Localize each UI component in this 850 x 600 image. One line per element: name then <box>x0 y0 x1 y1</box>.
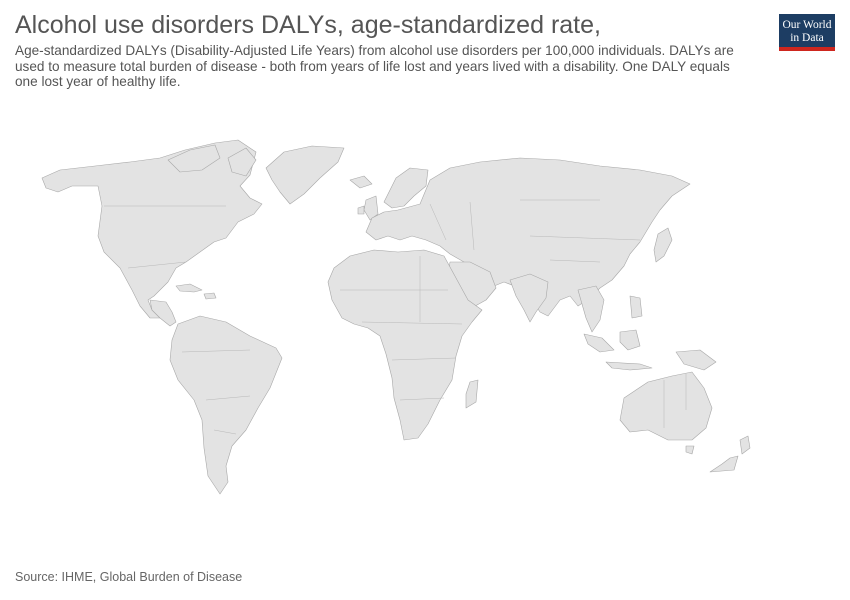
australia-shape[interactable] <box>619 371 713 441</box>
scandinavia-shape[interactable] <box>383 167 429 209</box>
north-america-shape[interactable] <box>41 139 263 319</box>
logo-stripe <box>779 47 835 51</box>
new-guinea-shape[interactable] <box>675 349 717 371</box>
tasmania-shape[interactable] <box>685 445 695 455</box>
madagascar-shape[interactable] <box>465 379 479 409</box>
arctic-islands-shape[interactable] <box>167 144 221 173</box>
africa-shape[interactable] <box>327 249 483 441</box>
indian-subcontinent-shape[interactable] <box>509 273 549 323</box>
logo-box: Our World in Data <box>779 14 835 47</box>
iceland-shape[interactable] <box>349 175 373 189</box>
eurasia-shape[interactable] <box>365 157 691 317</box>
our-world-in-data-logo[interactable]: Our World in Data <box>779 14 835 51</box>
logo-wordmark: Our World in Data <box>782 19 831 44</box>
south-america-shape[interactable] <box>169 315 283 495</box>
japan-shape[interactable] <box>653 227 673 263</box>
greenland-shape[interactable] <box>265 145 345 205</box>
source-note[interactable]: Source: IHME, Global Burden of Disease <box>15 570 243 584</box>
maritime-southeast-asia-shape[interactable] <box>583 295 653 371</box>
chart-subtitle: Age-standardized DALYs (Disability-Adjus… <box>15 43 734 89</box>
chart-title: Alcohol use disorders DALYs, age-standar… <box>15 11 601 39</box>
baffin-island-shape[interactable] <box>227 147 257 177</box>
logo-line-2: in Data <box>790 32 824 44</box>
logo-line-1: Our World <box>782 19 831 31</box>
caribbean-islands-shape[interactable] <box>175 283 217 300</box>
new-zealand-shape[interactable] <box>709 435 751 473</box>
world-map[interactable] <box>0 95 850 565</box>
central-america-shape[interactable] <box>149 299 177 327</box>
southeast-asia-shape[interactable] <box>577 285 605 333</box>
world-map-svg <box>41 139 751 495</box>
